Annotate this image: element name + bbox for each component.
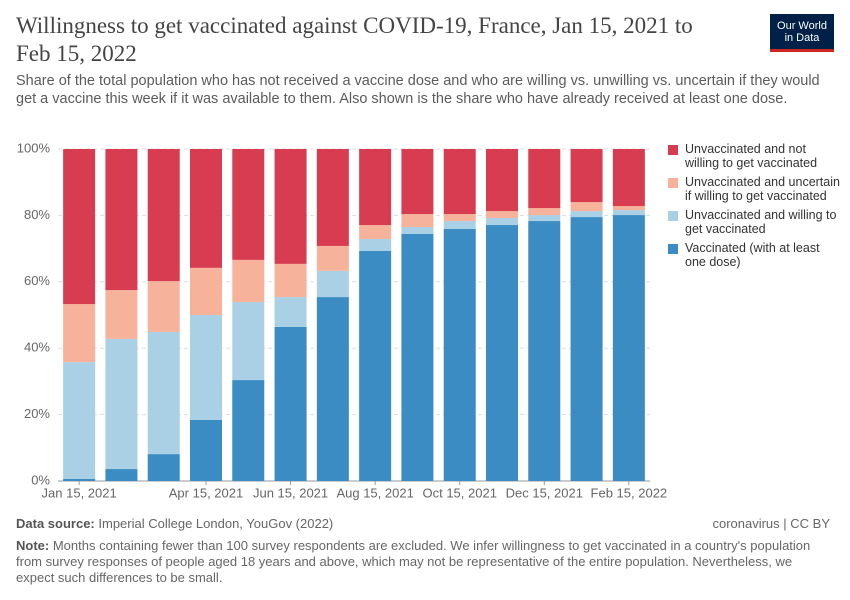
chart-title: Willingness to get vaccinated against CO… [16,13,693,66]
bar-segment [190,149,222,268]
bar-segment [190,267,222,315]
bar-segment [190,315,222,420]
bar-segment [105,338,138,470]
bar-segment [443,149,476,215]
x-tick-label: Dec 15, 2021 [506,485,583,500]
bar-segment [147,281,180,332]
x-tick-label: Feb 15, 2022 [591,485,668,500]
bar-segment [105,290,138,339]
x-tick-label: Jun 15, 2021 [253,485,328,500]
x-tick-label: Jan 15, 2021 [42,485,117,500]
x-tick-label: Aug 15, 2021 [336,485,413,500]
note: Note: Months containing fewer than 100 s… [16,538,816,586]
bar-segment [570,211,603,218]
legend-swatch [668,244,678,254]
bar-segment [486,149,518,212]
x-tick-label: Oct 15, 2021 [422,485,496,500]
bar-segment [190,419,222,481]
bar-segment [147,454,180,481]
bar-segment [528,221,561,481]
bar-segment [63,149,96,305]
subtitle: Share of the total population who has no… [16,73,820,107]
bar-segment [443,221,476,230]
bar-segment [63,362,96,480]
bar-segment [612,210,645,216]
y-tick-label: 0% [31,472,50,487]
bar-segment [63,479,96,481]
bar-segment [401,227,434,234]
bar-segment [105,469,138,481]
y-tick-label: 100% [17,140,51,155]
source-label: Data source: [16,516,95,531]
bar-segment [612,149,645,207]
bar-segment [486,218,518,226]
bar-segment [147,331,180,455]
legend-swatch [668,211,678,221]
bar-segment [528,149,561,209]
legend-label: Unvaccinated and not willing to get vacc… [685,142,818,170]
bar-segment [232,380,265,481]
bar-segment [274,149,307,264]
legend-item[interactable]: Vaccinated (with at least one dose) [668,241,840,269]
bar-segment [274,326,307,481]
bar-segment [612,215,645,481]
bar-segment [232,259,265,303]
bar-segment [486,211,518,219]
bar-segment [570,149,603,203]
y-tick-label: 40% [24,340,50,355]
bar-segment [232,302,265,381]
y-tick-label: 80% [24,207,50,222]
legend-label: Vaccinated (with at least one dose) [685,241,820,269]
bar-segment [232,149,265,260]
legend-swatch [668,178,678,188]
legend-item[interactable]: Unvaccinated and not willing to get vacc… [668,142,840,170]
logo-text: Our World in Data [777,19,827,44]
y-tick-label: 60% [24,273,50,288]
license: coronavirus | CC BY [712,516,830,531]
x-tick-label: Apr 15, 2021 [169,485,243,500]
bar-segment [316,245,349,271]
legend: Unvaccinated and not willing to get vacc… [668,142,840,269]
legend-swatch [668,145,678,155]
bar-segment [359,250,392,481]
bar-segment [443,229,476,481]
bar-segment [528,215,561,222]
legend-item[interactable]: Unvaccinated and uncertain if willing to… [668,175,840,203]
source-text: Imperial College London, YouGov (2022) [98,516,334,531]
bar-segment [359,225,392,239]
y-tick-label: 20% [24,406,50,421]
bar-segment [570,202,603,212]
note-text: Months containing fewer than 100 survey … [16,538,811,585]
legend-label: Unvaccinated and willing to get vaccinat… [685,208,837,236]
bar-segment [486,225,518,481]
bar-segment [359,149,392,226]
bar-segment [570,217,603,481]
bar-segment [274,297,307,327]
logo[interactable]: Our World in Data [770,14,834,52]
bar-segment [63,304,96,363]
bar-segment [401,149,434,215]
bar-segment [105,149,138,291]
bar-segment [316,149,349,246]
bar-segment [359,238,392,251]
bar-segment [612,206,645,211]
bar-segment [274,263,307,298]
bar-segment [401,233,434,481]
note-label: Note: [16,538,50,553]
legend-label: Unvaccinated and uncertain if willing to… [685,175,840,203]
legend-item[interactable]: Unvaccinated and willing to get vaccinat… [668,208,840,236]
bar-segment [528,208,561,216]
bar-segment [316,270,349,298]
bar-segment [147,149,180,282]
source: Data source: Imperial College London, Yo… [16,516,333,531]
bar-segment [443,214,476,222]
bar-segment [401,214,434,228]
bar-segment [316,297,349,481]
